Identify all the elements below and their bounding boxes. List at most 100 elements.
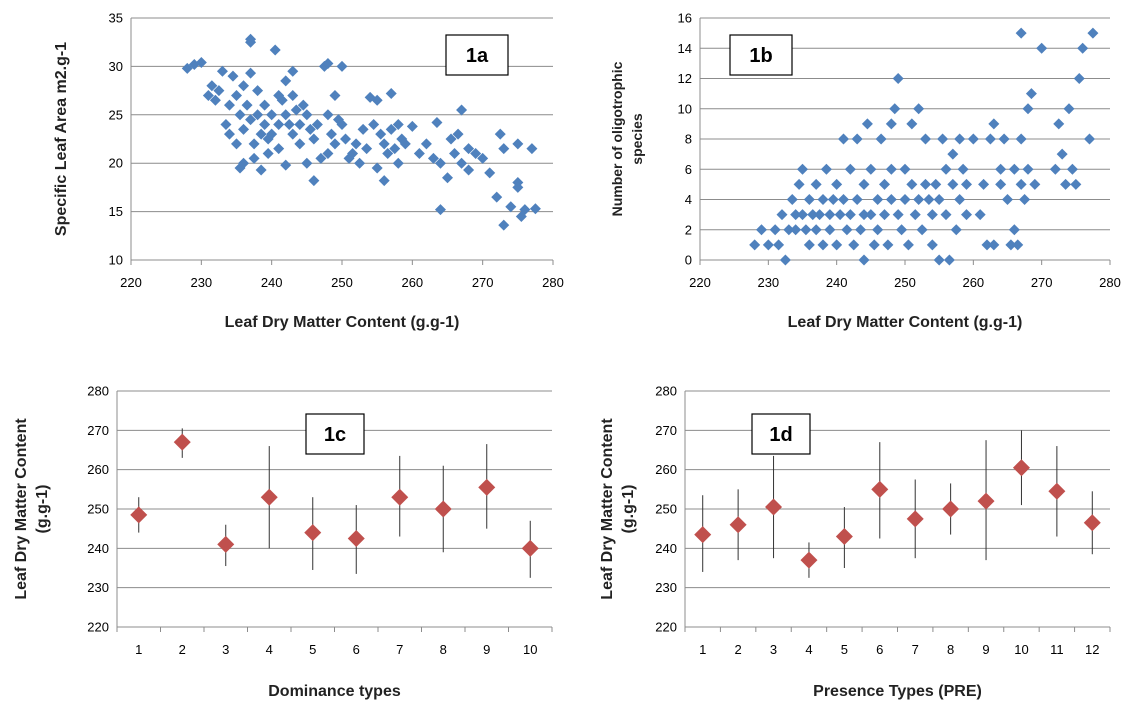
x-tick-label: 270	[1031, 275, 1053, 290]
data-point	[227, 70, 239, 82]
x-tick-label: 280	[542, 275, 564, 290]
y-tick-label: 260	[87, 462, 109, 477]
data-point	[942, 500, 960, 518]
panel-1b: 0 2 4 6 8 10 12 14 16 220 230 240 250 260 270 280 Leaf D…	[609, 11, 1121, 332]
data-point	[280, 109, 292, 121]
data-point	[865, 163, 877, 175]
data-point	[817, 194, 829, 205]
data-point	[273, 118, 285, 130]
data-point	[1005, 239, 1017, 251]
data-point	[259, 118, 271, 130]
data-point	[231, 138, 242, 150]
data-point	[276, 94, 288, 106]
x-axis-title: Dominance types	[268, 683, 401, 700]
x-tick-label: 240	[261, 275, 283, 290]
data-point	[273, 143, 285, 155]
data-point	[216, 65, 228, 77]
data-point	[858, 209, 870, 221]
y-tick-label: 0	[685, 253, 692, 268]
data-point	[315, 152, 327, 164]
data-point	[851, 133, 863, 145]
data-point	[287, 128, 299, 140]
data-point	[512, 138, 524, 150]
data-point	[831, 239, 843, 251]
data-point	[824, 224, 836, 236]
data-point	[790, 209, 802, 221]
data-point	[851, 194, 863, 205]
y-tick-label: 280	[87, 384, 109, 399]
data-point	[202, 89, 214, 101]
data-point	[434, 157, 446, 169]
data-point	[491, 191, 503, 203]
data-point	[361, 143, 373, 155]
data-point	[729, 516, 747, 534]
data-point	[1077, 42, 1089, 54]
data-point	[470, 148, 482, 160]
data-point	[797, 163, 808, 175]
data-point	[899, 163, 911, 175]
data-point	[505, 201, 517, 213]
data-point	[950, 224, 962, 236]
data-point	[269, 44, 281, 56]
data-point	[882, 239, 894, 251]
data-point	[329, 89, 341, 101]
data-point	[889, 103, 901, 115]
data-point	[434, 500, 452, 518]
x-tick-label: 11	[1050, 642, 1064, 657]
x-tick-label: 2	[179, 642, 186, 657]
data-point	[238, 123, 250, 135]
data-point	[779, 254, 791, 266]
x-tick-label: 250	[894, 275, 916, 290]
data-point	[800, 224, 812, 236]
data-point	[913, 103, 925, 115]
data-point	[452, 128, 464, 140]
data-point	[875, 133, 887, 145]
data-point	[858, 178, 870, 190]
data-point	[297, 99, 309, 111]
y-tick-label: 15	[109, 204, 123, 219]
x-tick-label: 8	[947, 642, 954, 657]
data-point	[899, 194, 911, 205]
data-point	[252, 109, 264, 121]
data-point	[255, 128, 267, 140]
data-point	[1053, 118, 1065, 130]
data-point	[238, 80, 250, 92]
data-point	[304, 123, 316, 135]
data-point	[311, 118, 323, 130]
data-point	[800, 551, 818, 569]
data-point	[814, 209, 826, 221]
data-point	[354, 157, 366, 169]
data-point	[427, 152, 439, 164]
data-point	[301, 109, 313, 121]
x-tick-label: 1	[135, 642, 142, 657]
x-tick-label: 240	[826, 275, 848, 290]
y-tick-label: 20	[109, 156, 123, 171]
x-tick-label: 12	[1085, 642, 1099, 657]
y-tick-label: 4	[685, 192, 692, 207]
data-point	[793, 178, 805, 190]
data-point	[322, 148, 334, 160]
data-point	[357, 123, 369, 135]
data-point	[375, 128, 387, 140]
x-tick-label: 6	[876, 642, 883, 657]
data-point	[957, 163, 969, 175]
data-point	[456, 104, 468, 116]
x-tick-label: 260	[401, 275, 423, 290]
data-point	[937, 133, 949, 145]
data-point	[1015, 133, 1027, 145]
x-tick-label: 270	[472, 275, 494, 290]
data-point	[810, 178, 822, 190]
y-tick-label: 270	[87, 423, 109, 438]
data-point	[885, 194, 897, 205]
data-point	[336, 118, 348, 130]
data-point	[838, 133, 849, 145]
data-point	[756, 224, 767, 236]
data-point	[1029, 178, 1041, 190]
data-point	[484, 167, 496, 179]
data-point	[1012, 459, 1030, 477]
data-point	[797, 209, 808, 221]
data-point	[195, 57, 207, 69]
data-point	[954, 194, 966, 205]
data-point	[954, 133, 966, 145]
data-point	[294, 138, 306, 150]
